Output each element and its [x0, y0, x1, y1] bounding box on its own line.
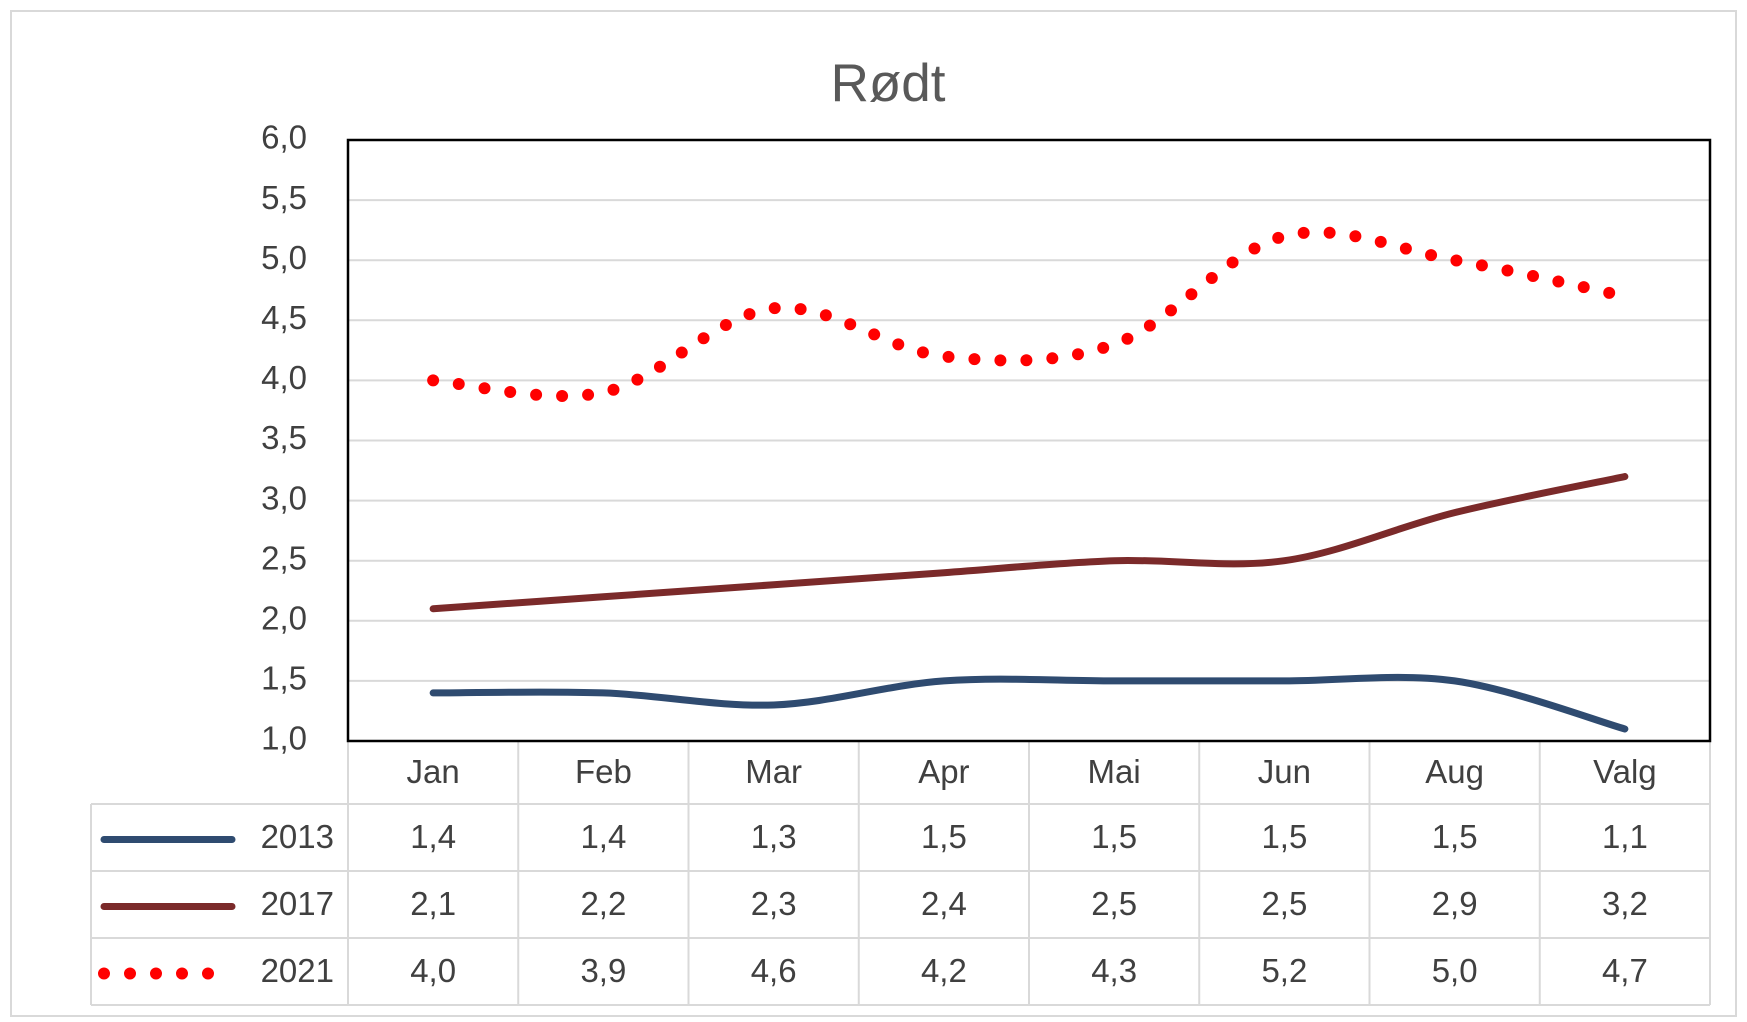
table-value: 3,9 [580, 952, 626, 989]
y-tick-label: 5,5 [261, 179, 307, 216]
chart-title: Rødt [831, 54, 946, 113]
x-tick-label: Mai [1088, 753, 1141, 790]
series-line [429, 673, 1629, 733]
table-value: 2,9 [1432, 885, 1478, 922]
table-value: 4,6 [751, 952, 797, 989]
table-value: 3,2 [1602, 885, 1648, 922]
table-value: 1,5 [1091, 818, 1137, 855]
table-value: 2,5 [1091, 885, 1137, 922]
x-tick-label: Jan [407, 753, 460, 790]
plot-frame [346, 138, 1712, 743]
table-value: 2,4 [921, 885, 967, 922]
legend-label: 2013 [261, 818, 334, 855]
x-tick-label: Jun [1258, 753, 1311, 790]
y-tick-label: 4,5 [261, 299, 307, 336]
y-tick-label: 1,5 [261, 660, 307, 697]
table-value: 1,4 [580, 818, 626, 855]
table-value: 4,3 [1091, 952, 1137, 989]
y-tick-label: 2,5 [261, 539, 307, 576]
x-tick-label: Aug [1425, 753, 1484, 790]
series-line [429, 473, 1629, 613]
table-value: 4,0 [410, 952, 456, 989]
table-value: 1,5 [1432, 818, 1478, 855]
x-tick-label: Feb [575, 753, 632, 790]
table-value: 5,2 [1261, 952, 1307, 989]
x-tick-label: Valg [1593, 753, 1657, 790]
table-value: 2,1 [410, 885, 456, 922]
table-value: 4,7 [1602, 952, 1648, 989]
y-tick-label: 6,0 [261, 119, 307, 156]
table-value: 2,5 [1261, 885, 1307, 922]
series-line [427, 226, 1631, 402]
legend-label: 2021 [261, 952, 334, 989]
legend-label: 2017 [261, 885, 334, 922]
table-value: 1,5 [921, 818, 967, 855]
y-tick-label: 4,0 [261, 359, 307, 396]
table-value: 2,2 [580, 885, 626, 922]
x-tick-label: Apr [918, 753, 969, 790]
table-value: 4,2 [921, 952, 967, 989]
table-value: 1,5 [1261, 818, 1307, 855]
table-value: 1,1 [1602, 818, 1648, 855]
y-tick-label: 2,0 [261, 600, 307, 637]
table-value: 1,3 [751, 818, 797, 855]
y-tick-label: 3,5 [261, 419, 307, 456]
x-tick-label: Mar [745, 753, 802, 790]
table-value: 5,0 [1432, 952, 1478, 989]
table-value: 1,4 [410, 818, 456, 855]
table-value: 2,3 [751, 885, 797, 922]
y-tick-label: 3,0 [261, 479, 307, 516]
y-tick-label: 1,0 [261, 720, 307, 757]
y-tick-label: 5,0 [261, 239, 307, 276]
